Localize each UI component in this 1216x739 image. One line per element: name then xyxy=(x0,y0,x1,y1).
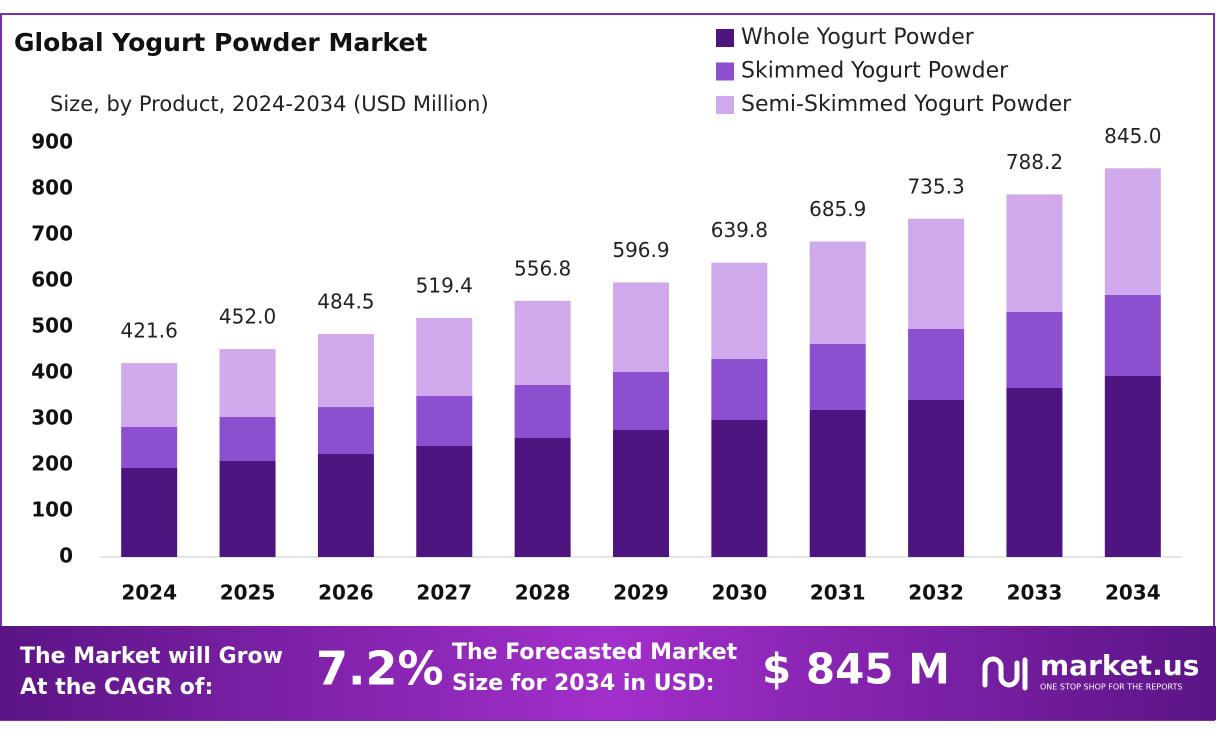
total-label: 685.9 xyxy=(809,197,866,221)
y-tick-label: 700 xyxy=(31,222,73,246)
bar-segment xyxy=(317,334,374,408)
bar-segment xyxy=(416,318,473,396)
bar-segment xyxy=(514,385,571,438)
legend-swatch xyxy=(716,96,734,114)
bar-segment xyxy=(908,328,965,401)
brand-logo xyxy=(982,656,1028,691)
legend-label: Skimmed Yogurt Powder xyxy=(741,59,1009,84)
y-tick-label: 200 xyxy=(31,452,73,476)
x-tick-label: 2024 xyxy=(121,581,177,605)
legend-label: Semi-Skimmed Yogurt Powder xyxy=(741,92,1072,117)
x-tick-label: 2034 xyxy=(1105,581,1161,605)
x-tick-label: 2029 xyxy=(613,581,669,605)
y-tick-label: 400 xyxy=(31,360,73,384)
total-label: 845.0 xyxy=(1104,124,1161,148)
x-tick-label: 2025 xyxy=(220,581,276,605)
y-tick-label: 300 xyxy=(31,406,73,430)
bar-segment xyxy=(1006,387,1063,557)
footer-text: The Forecasted Market xyxy=(452,640,738,665)
bar-segment xyxy=(219,349,276,418)
bar-segment xyxy=(711,359,768,421)
y-tick-label: 600 xyxy=(31,268,73,292)
footer-text: The Market will Grow xyxy=(20,644,283,669)
bar-segment xyxy=(809,241,866,345)
total-label: 556.8 xyxy=(514,256,571,280)
y-tick-label: 100 xyxy=(31,498,73,522)
bar-segment xyxy=(121,427,178,468)
bar-segment xyxy=(416,446,473,557)
x-tick-label: 2031 xyxy=(810,581,866,605)
x-tick-label: 2032 xyxy=(908,581,964,605)
footer-band xyxy=(0,626,1216,720)
footer-text: At the CAGR of: xyxy=(20,675,213,700)
total-label: 452.0 xyxy=(219,305,276,329)
bar-segment xyxy=(613,429,669,557)
cagr-value: 7.2% xyxy=(316,642,444,696)
bar-segment xyxy=(1104,168,1161,295)
bar-segment xyxy=(514,437,571,557)
total-label: 484.5 xyxy=(317,290,374,314)
total-label: 421.6 xyxy=(121,319,178,343)
x-tick-label: 2026 xyxy=(318,581,374,605)
total-label: 735.3 xyxy=(907,174,964,198)
brand: market.us xyxy=(1040,649,1199,682)
total-label: 596.9 xyxy=(612,238,669,262)
y-tick-label: 0 xyxy=(59,544,73,568)
bar-segment xyxy=(1006,312,1063,388)
tagline: ONE STOP SHOP FOR THE REPORTS xyxy=(1040,683,1182,692)
forecast-value: $ 845 M xyxy=(762,645,950,694)
bar-segment xyxy=(908,400,965,557)
bar-segment xyxy=(908,218,965,329)
x-tick-label: 2030 xyxy=(712,581,768,605)
bar-segment xyxy=(1006,194,1063,313)
bar-segment xyxy=(514,300,571,386)
bar-segment xyxy=(1104,294,1161,376)
bar-segment xyxy=(1104,375,1161,557)
x-tick-label: 2027 xyxy=(416,581,472,605)
total-label: 639.8 xyxy=(711,218,768,242)
bar-segment xyxy=(121,363,178,428)
bar-segment xyxy=(219,460,276,557)
legend-swatch xyxy=(716,29,734,47)
subtitle: Size, by Product, 2024-2034 (USD Million… xyxy=(50,92,489,116)
x-tick-label: 2028 xyxy=(515,581,571,605)
y-tick-label: 500 xyxy=(31,314,73,338)
y-tick-label: 900 xyxy=(31,130,73,154)
bar-segment xyxy=(317,407,374,455)
bar-segment xyxy=(416,396,473,447)
bar-segment xyxy=(711,262,768,360)
bar-segment xyxy=(121,467,178,557)
chart-title: Global Yogurt Powder Market xyxy=(14,28,427,57)
legend-swatch xyxy=(716,62,734,81)
bar-segment xyxy=(613,371,669,430)
total-label: 788.2 xyxy=(1006,150,1063,174)
bar-segment xyxy=(613,282,669,372)
bar-segment xyxy=(219,417,276,461)
bar-segment xyxy=(711,420,768,557)
x-tick-label: 2033 xyxy=(1007,581,1063,605)
footer-text: Size for 2034 in USD: xyxy=(452,671,715,696)
y-tick-label: 800 xyxy=(31,176,73,200)
bar-segment xyxy=(809,409,866,557)
total-label: 519.4 xyxy=(416,274,473,298)
bar-segment xyxy=(317,454,374,557)
bar-segment xyxy=(809,344,866,410)
legend-label: Whole Yogurt Powder xyxy=(741,25,975,50)
